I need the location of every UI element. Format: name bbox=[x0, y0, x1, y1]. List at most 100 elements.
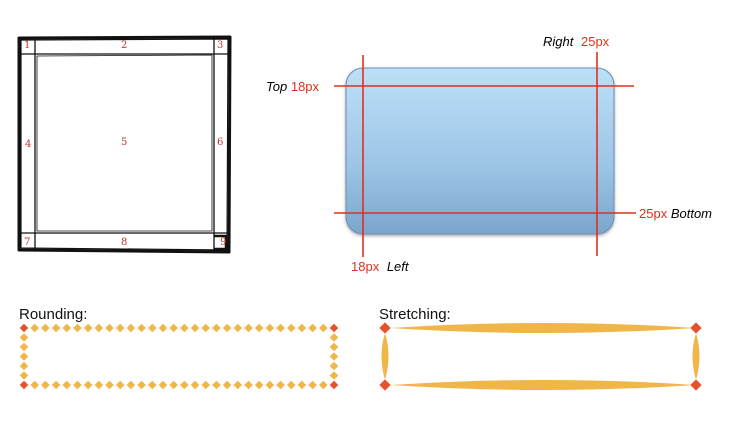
rounding-bottom-tile bbox=[30, 380, 39, 390]
rounding-corner-tl bbox=[19, 323, 29, 333]
rounding-bottom-tile bbox=[244, 380, 253, 390]
rounding-top-tile bbox=[41, 323, 50, 333]
bottom-value: 25px bbox=[639, 206, 668, 221]
rounding-right-tile bbox=[329, 352, 339, 361]
rounding-bottom-tile bbox=[41, 380, 50, 390]
right-word: Right bbox=[543, 34, 574, 49]
nine-slice-sketch bbox=[17, 35, 232, 254]
rounding-top-tile bbox=[276, 323, 285, 333]
rounding-top-tile bbox=[73, 323, 82, 333]
left-word: Left bbox=[386, 259, 409, 274]
rounding-top-tile bbox=[319, 323, 328, 333]
stretched-right-edge bbox=[692, 333, 700, 380]
rounding-bottom-tile bbox=[83, 380, 93, 390]
rounding-bottom-tile bbox=[297, 380, 307, 390]
slice-guides-diagram bbox=[334, 52, 636, 257]
rounding-bottom-tile bbox=[201, 380, 211, 390]
rounding-right-tile bbox=[329, 361, 339, 371]
corner-diamond-tl bbox=[379, 322, 391, 334]
rounding-top-tile bbox=[94, 323, 104, 333]
rounding-top-tile bbox=[222, 323, 232, 333]
rounding-top-tile bbox=[308, 323, 317, 333]
stretched-top-edge bbox=[390, 323, 696, 333]
rounding-bottom-tile bbox=[265, 380, 275, 390]
rounding-bottom-tile bbox=[62, 380, 72, 390]
rounding-top-tile bbox=[201, 323, 211, 333]
rounding-bottom-tile bbox=[94, 380, 104, 390]
rounding-right-tile bbox=[329, 333, 339, 342]
rounding-left-tile bbox=[19, 371, 29, 380]
rounding-bottom-tile bbox=[254, 380, 264, 390]
rounding-top-tile bbox=[158, 323, 168, 333]
rounding-left-tile bbox=[19, 333, 29, 342]
rounding-top-tile bbox=[244, 323, 253, 333]
rounding-right-tile bbox=[329, 371, 339, 380]
rounding-bottom-tile bbox=[180, 380, 189, 390]
cell-8-label: 8 bbox=[121, 237, 128, 248]
rounding-left-tile bbox=[19, 361, 29, 371]
rounding-bottom-tile bbox=[158, 380, 168, 390]
rounding-bottom-tile bbox=[169, 380, 178, 390]
stretched-bottom-edge bbox=[390, 380, 696, 390]
rounding-corner-br bbox=[329, 380, 339, 390]
top-word: Top bbox=[266, 79, 288, 94]
rounding-top-tile bbox=[169, 323, 178, 333]
cell-3-label: 3 bbox=[217, 40, 224, 51]
rounding-corner-bl bbox=[19, 380, 29, 390]
rounding-bottom-tile bbox=[222, 380, 232, 390]
bottom-word: Bottom bbox=[670, 206, 713, 221]
rounding-bottom-tile bbox=[308, 380, 317, 390]
right-value: 25px bbox=[580, 34, 610, 49]
rounding-top-tile bbox=[180, 323, 189, 333]
stretching-diagram bbox=[379, 322, 702, 391]
rounding-right-tile bbox=[329, 342, 339, 352]
left-guide-label: 18px Left bbox=[351, 260, 409, 273]
rounding-top-tile bbox=[62, 323, 72, 333]
top-value: 18px bbox=[290, 79, 320, 94]
rounding-top-tile bbox=[254, 323, 264, 333]
rounding-bottom-tile bbox=[51, 380, 61, 390]
cell-2-label: 2 bbox=[121, 40, 128, 51]
rounding-top-tile bbox=[190, 323, 200, 333]
rounding-top-tile bbox=[286, 323, 296, 333]
rounding-bottom-tile bbox=[137, 380, 146, 390]
rounding-bottom-tile bbox=[212, 380, 221, 390]
rounding-bottom-tile bbox=[190, 380, 200, 390]
corner-diamond-bl bbox=[379, 379, 391, 391]
rounding-corner-tr bbox=[329, 323, 339, 333]
blue-rounded-box bbox=[345, 67, 615, 235]
rounding-bottom-tile bbox=[126, 380, 136, 390]
rounding-bottom-tile bbox=[319, 380, 328, 390]
rounding-bottom-tile bbox=[286, 380, 296, 390]
rounding-bottom-tile bbox=[276, 380, 285, 390]
stretched-left-edge bbox=[381, 333, 389, 380]
rounding-top-tile bbox=[147, 323, 157, 333]
rounding-top-tile bbox=[105, 323, 114, 333]
rounding-diagram bbox=[19, 323, 339, 390]
rounding-bottom-tile bbox=[73, 380, 82, 390]
cell-6-label: 6 bbox=[217, 137, 224, 148]
rounding-top-tile bbox=[137, 323, 146, 333]
cell-4-label: 4 bbox=[25, 139, 32, 150]
cell-1-label: 1 bbox=[24, 40, 31, 51]
rounding-top-tile bbox=[297, 323, 307, 333]
rounding-top-tile bbox=[265, 323, 275, 333]
rounding-top-tile bbox=[212, 323, 221, 333]
rounding-top-tile bbox=[115, 323, 125, 333]
rounding-bottom-tile bbox=[105, 380, 114, 390]
corner-diamond-tr bbox=[690, 322, 702, 334]
rounding-top-tile bbox=[233, 323, 243, 333]
cell-7-label: 7 bbox=[24, 237, 31, 248]
top-guide-label: Top 18px bbox=[266, 80, 319, 93]
right-guide-label: Right 25px bbox=[543, 35, 609, 48]
rounding-top-tile bbox=[126, 323, 136, 333]
rounding-bottom-tile bbox=[147, 380, 157, 390]
stretching-heading: Stretching: bbox=[379, 306, 451, 323]
cell-5-label: 5 bbox=[121, 137, 128, 148]
rounding-left-tile bbox=[19, 342, 29, 352]
rounding-top-tile bbox=[51, 323, 61, 333]
cell-9-label: 9 bbox=[220, 237, 227, 248]
left-value: 18px bbox=[351, 259, 380, 274]
rounding-bottom-tile bbox=[115, 380, 125, 390]
corner-diamond-br bbox=[690, 379, 702, 391]
